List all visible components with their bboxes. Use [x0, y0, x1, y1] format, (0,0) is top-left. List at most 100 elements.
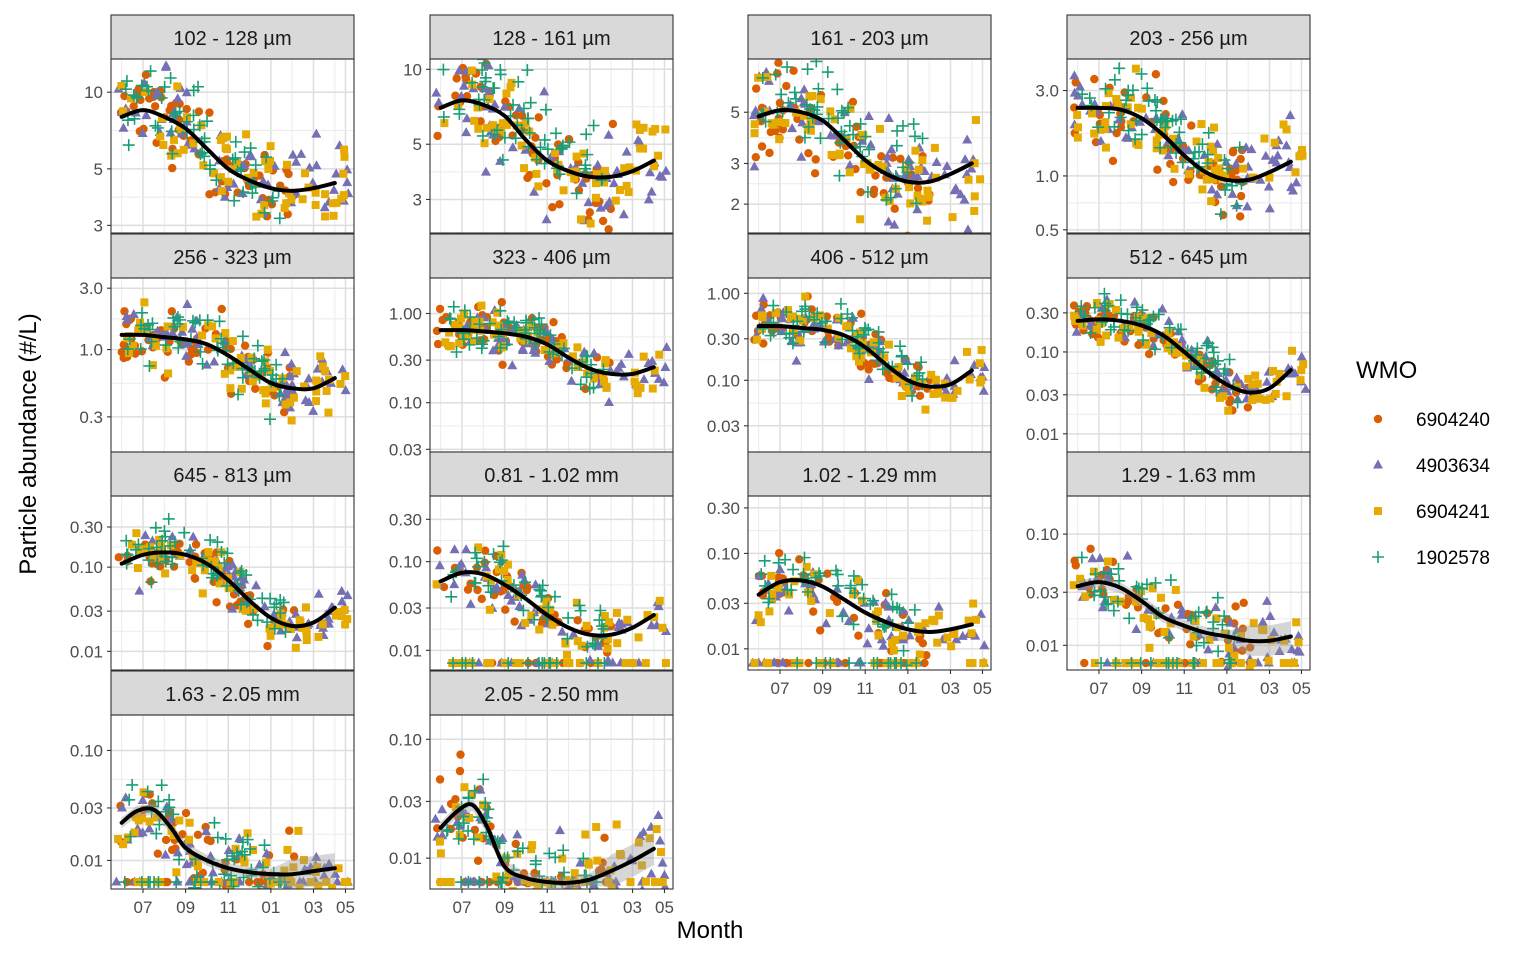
data-point	[574, 378, 587, 391]
legend-title: WMO	[1356, 357, 1417, 384]
data-point	[311, 201, 320, 210]
data-point	[163, 877, 172, 887]
data-point	[298, 195, 307, 204]
data-point	[224, 584, 233, 593]
data-point	[145, 817, 154, 826]
data-point	[549, 318, 558, 327]
data-point	[799, 300, 812, 313]
data-point	[556, 141, 569, 154]
data-point	[517, 343, 528, 353]
data-point	[814, 569, 827, 582]
data-point	[1233, 141, 1246, 154]
data-point	[1104, 89, 1113, 98]
data-point	[145, 576, 158, 589]
data-point	[1243, 403, 1253, 412]
data-point	[812, 567, 825, 580]
data-point	[227, 559, 238, 569]
data-point	[758, 292, 769, 302]
data-point	[776, 326, 787, 336]
data-point	[1282, 392, 1291, 401]
data-point	[260, 151, 273, 164]
data-point	[910, 657, 923, 670]
data-point	[1152, 136, 1161, 145]
data-point	[884, 191, 897, 204]
data-point	[443, 312, 456, 325]
data-point	[237, 186, 250, 199]
data-point	[437, 63, 450, 76]
x-tick-label: 09	[813, 679, 832, 698]
panel-trend	[119, 108, 337, 193]
data-point	[568, 890, 576, 898]
data-point	[765, 148, 774, 158]
data-point	[562, 875, 571, 884]
data-point	[201, 826, 212, 836]
data-point	[932, 389, 941, 398]
data-point	[140, 530, 151, 540]
data-point	[544, 355, 555, 365]
data-point	[496, 153, 509, 166]
data-point	[1122, 324, 1135, 337]
data-point	[782, 96, 795, 109]
data-point	[482, 123, 491, 132]
data-point	[521, 657, 534, 670]
data-point	[1282, 125, 1291, 134]
data-point	[163, 322, 172, 331]
panel-strip	[1066, 451, 1311, 497]
data-point	[146, 543, 155, 552]
data-point	[819, 315, 832, 328]
data-point	[889, 219, 900, 229]
data-point	[1130, 580, 1143, 593]
data-point	[1141, 82, 1154, 95]
data-point	[249, 846, 258, 855]
panel-trend	[1075, 576, 1293, 656]
data-point	[1212, 614, 1221, 623]
data-point	[876, 124, 885, 133]
data-point	[535, 625, 544, 634]
data-point	[915, 650, 924, 659]
data-point	[132, 538, 145, 551]
data-point	[620, 164, 629, 173]
data-point	[322, 386, 331, 395]
data-point	[953, 386, 962, 395]
data-point	[285, 189, 294, 198]
data-point	[511, 845, 524, 858]
data-point	[1076, 574, 1085, 583]
data-point	[130, 828, 139, 837]
data-point	[466, 76, 479, 89]
data-point	[185, 835, 194, 844]
data-point	[1160, 112, 1173, 125]
data-point	[1166, 340, 1175, 349]
data-point	[863, 623, 874, 633]
data-point	[153, 818, 166, 831]
data-point	[950, 183, 961, 193]
data-point	[804, 658, 813, 668]
data-point	[894, 340, 907, 353]
data-point	[835, 312, 848, 325]
data-point	[284, 169, 293, 179]
data-point	[976, 175, 985, 184]
panel-border	[429, 58, 674, 234]
data-point	[576, 215, 585, 224]
data-point	[205, 876, 218, 889]
data-point	[187, 323, 198, 333]
data-point	[261, 848, 272, 858]
data-point	[181, 350, 192, 360]
data-point	[219, 191, 230, 201]
data-point	[970, 206, 979, 215]
data-point	[871, 610, 880, 619]
data-point	[226, 153, 239, 166]
data-point	[141, 80, 154, 93]
data-point	[965, 375, 974, 384]
data-point	[559, 892, 567, 900]
data-point	[1257, 616, 1268, 626]
data-point	[437, 804, 448, 814]
data-point	[854, 657, 867, 670]
data-point	[639, 123, 648, 132]
panel-points	[1069, 62, 1307, 221]
y-tick-label: 0.10	[1026, 525, 1059, 544]
data-point	[172, 341, 185, 354]
data-point	[1109, 657, 1122, 670]
x-tick-label: 03	[941, 679, 960, 698]
data-point	[249, 159, 262, 172]
